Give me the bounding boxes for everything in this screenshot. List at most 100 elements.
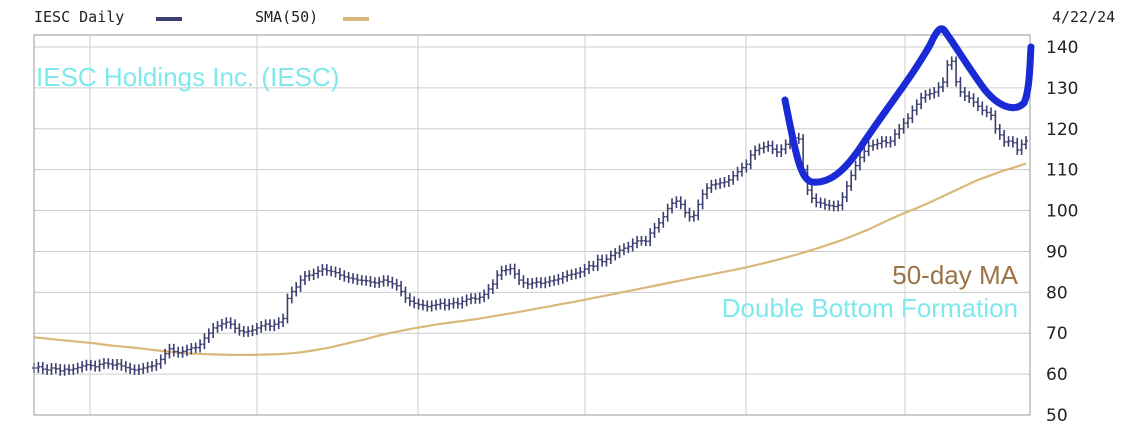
price-bar (512, 263, 517, 279)
price-bar (167, 343, 172, 359)
price-bar (962, 87, 967, 101)
price-bar (503, 264, 508, 276)
price-bar (128, 362, 133, 375)
price-bar (670, 198, 675, 214)
price-bar (154, 358, 159, 371)
price-bar (438, 298, 443, 310)
price-legend-swatch (156, 17, 182, 21)
price-bar (307, 270, 312, 281)
price-bar (626, 241, 631, 254)
price-bar (351, 273, 356, 284)
price-bar (849, 170, 854, 191)
price-bar (259, 320, 264, 333)
price-bar (254, 323, 259, 335)
price-bar (1019, 139, 1024, 155)
price-bar (289, 286, 294, 304)
price-bar (897, 123, 902, 139)
price-bar (342, 270, 347, 282)
price-bar (416, 298, 421, 310)
price-bar (840, 192, 845, 211)
price-bar (639, 235, 644, 246)
price-bar (652, 222, 657, 238)
price-bar (337, 267, 342, 281)
price-bar (263, 319, 268, 331)
price-bar (617, 245, 622, 258)
y-axis-ticks: 50 60 70 80 90 100 110 120 130 140 (1046, 38, 1078, 426)
price-bar (517, 269, 522, 285)
price-bar (525, 278, 530, 290)
price-bar (656, 217, 661, 233)
sma-legend-label: SMA(50) (255, 8, 319, 26)
price-bar (936, 82, 941, 97)
price-bar (578, 266, 583, 279)
price-bar (189, 343, 194, 355)
price-bar (560, 271, 565, 284)
price-bar (709, 179, 714, 193)
price-bar (163, 348, 168, 365)
price-bar (198, 339, 203, 353)
price-bar (691, 210, 696, 222)
price-bar (879, 136, 884, 149)
price-bar (372, 277, 377, 288)
price-bar (119, 358, 124, 371)
price-bar (901, 118, 906, 134)
symbol-legend-label: IESC Daily (34, 8, 125, 26)
y-tick-label: 130 (1046, 79, 1078, 99)
price-bar (866, 141, 871, 157)
price-bar (613, 248, 618, 261)
price-bar (145, 361, 150, 373)
price-bar (97, 359, 102, 372)
price-bar (530, 278, 535, 290)
price-bar (49, 363, 54, 375)
price-bar (211, 323, 216, 339)
price-bar (914, 99, 919, 116)
price-bar (910, 105, 915, 124)
ma-annotation: 50-day MA (892, 260, 1018, 290)
price-bar (320, 264, 325, 276)
price-bar (473, 293, 478, 304)
price-bar (888, 136, 893, 148)
price-bar (748, 150, 753, 170)
price-bar (678, 196, 683, 210)
plot-border (33, 34, 1031, 416)
price-bar (184, 344, 189, 357)
price-bar (193, 342, 198, 353)
price-bar (700, 189, 705, 210)
price-bar (311, 268, 316, 281)
price-bar (757, 143, 762, 156)
price-bar (722, 177, 727, 188)
price-bar (940, 77, 945, 92)
price-bar (521, 275, 526, 288)
price-bar (862, 146, 867, 163)
chart-date: 4/22/24 (1052, 8, 1116, 26)
price-bar (495, 270, 500, 290)
y-tick-label: 80 (1046, 283, 1068, 303)
price-bar (377, 276, 382, 288)
price-bars (32, 56, 1028, 376)
price-bar (696, 199, 701, 221)
price-bar (735, 166, 740, 181)
price-bar (674, 196, 679, 209)
price-bar (285, 293, 290, 324)
price-bar (547, 275, 552, 288)
price-bar (233, 319, 238, 334)
price-bar (202, 333, 207, 350)
price-bar (853, 160, 858, 181)
y-tick-label: 140 (1046, 38, 1078, 58)
price-bar (932, 87, 937, 99)
price-bar (316, 266, 321, 279)
price-bar (333, 266, 338, 278)
price-bar (508, 263, 513, 275)
price-bar (967, 91, 972, 104)
price-bar (477, 292, 482, 304)
price-bar (827, 199, 832, 211)
chart-header: IESC Daily SMA(50) 4/22/24 (0, 0, 1142, 33)
price-bar (158, 354, 163, 369)
price-bar (80, 361, 85, 373)
price-bar (892, 129, 897, 146)
price-bar (53, 363, 58, 374)
price-bar (88, 359, 93, 371)
price-bar (770, 140, 775, 155)
price-bar (844, 181, 849, 202)
price-bar (608, 250, 613, 265)
